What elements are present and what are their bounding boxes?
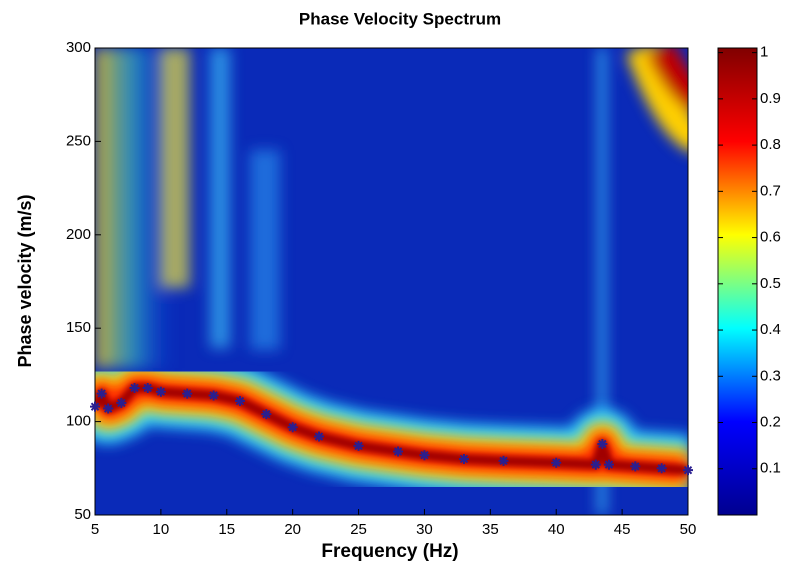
- x-tick-label: 40: [548, 521, 565, 538]
- colorbar-tick-label: 0.9: [760, 90, 781, 107]
- x-tick-label: 50: [680, 521, 697, 538]
- plot-frame: [94, 47, 689, 516]
- picked-point: [208, 390, 219, 401]
- picked-point: [603, 459, 614, 470]
- colorbar-tick-label: 0.4: [760, 321, 781, 338]
- colorbar-tick-label: 0.8: [760, 136, 781, 153]
- x-tick-label: 45: [614, 521, 631, 538]
- picked-point: [393, 446, 404, 457]
- glow: [95, 48, 688, 515]
- picked-point: [182, 388, 193, 399]
- picked-point: [314, 431, 325, 442]
- picked-point: [551, 457, 562, 468]
- heatmap-background: [95, 48, 688, 515]
- colorbar-tick-label: 0.7: [760, 182, 781, 199]
- picked-point: [590, 459, 601, 470]
- y-tick-label: 200: [66, 226, 91, 243]
- colorbar-tick-label: 0.5: [760, 275, 781, 292]
- picked-point: [353, 440, 364, 451]
- colorbar-tick-label: 0.2: [760, 413, 781, 430]
- colorbar-tick-label: 0.3: [760, 367, 781, 384]
- y-tick-label: 100: [66, 413, 91, 430]
- picked-point: [103, 403, 114, 414]
- picked-point: [234, 396, 245, 407]
- x-axis-label: Frequency (Hz): [321, 541, 458, 562]
- picked-point: [261, 409, 272, 420]
- picked-point: [498, 455, 509, 466]
- colorbar: [717, 47, 758, 516]
- x-tick-label: 30: [416, 521, 433, 538]
- y-tick-label: 250: [66, 132, 91, 149]
- picked-point: [630, 461, 641, 472]
- picked-point: [142, 382, 153, 393]
- y-tick-label: 150: [66, 319, 91, 336]
- picked-point: [656, 463, 667, 474]
- picked-point: [597, 439, 608, 450]
- picked-point: [155, 386, 166, 397]
- colorbar-tick-label: 0.6: [760, 229, 781, 246]
- picked-point: [96, 388, 107, 399]
- colorbar-tick-label: 0.1: [760, 460, 781, 477]
- picked-point: [419, 450, 430, 461]
- picked-point: [287, 422, 298, 433]
- picked-point: [458, 453, 469, 464]
- x-tick-label: 25: [350, 521, 367, 538]
- y-tick-label: 300: [66, 39, 91, 56]
- picked-point: [683, 465, 693, 476]
- y-axis-label: Phase velocity (m/s): [15, 194, 35, 367]
- chart-title: Phase Velocity Spectrum: [299, 9, 501, 28]
- x-tick-label: 5: [91, 521, 99, 538]
- picked-point: [129, 382, 140, 393]
- picked-point: [116, 397, 127, 408]
- colorbar-tick-label: 1: [760, 44, 768, 61]
- picked-point: [90, 401, 100, 412]
- y-tick-label: 50: [74, 506, 91, 523]
- x-tick-label: 10: [153, 521, 170, 538]
- x-tick-label: 35: [482, 521, 499, 538]
- x-tick-label: 15: [218, 521, 235, 538]
- x-tick-label: 20: [284, 521, 301, 538]
